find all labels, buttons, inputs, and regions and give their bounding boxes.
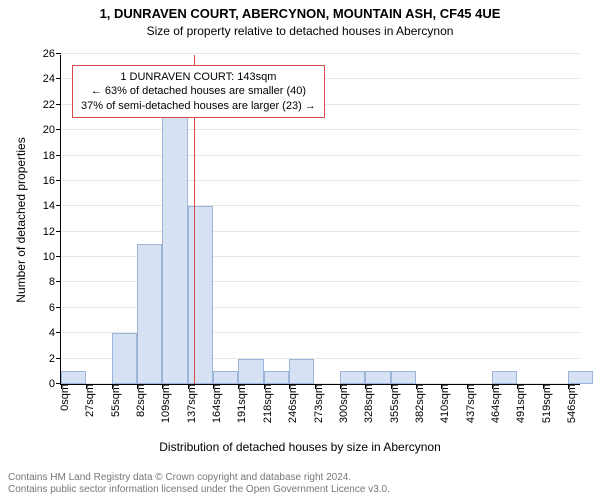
xtick-label: 137sqm <box>178 384 198 423</box>
xtick-label: 218sqm <box>254 384 274 423</box>
xtick-label: 464sqm <box>482 384 502 423</box>
annotation-line: 1 DUNRAVEN COURT: 143sqm <box>81 70 316 84</box>
ytick-label: 10 <box>43 251 61 263</box>
ytick-label: 24 <box>43 73 61 85</box>
xtick-label: 246sqm <box>279 384 299 423</box>
histogram-bar <box>61 371 86 384</box>
grid-line <box>61 129 580 130</box>
grid-line <box>61 231 580 232</box>
xtick-label: 27sqm <box>76 384 96 417</box>
histogram-bar <box>238 359 263 384</box>
xtick-label: 55sqm <box>102 384 122 417</box>
xtick-label: 491sqm <box>507 384 527 423</box>
histogram-bar <box>391 371 416 384</box>
histogram-bar <box>568 371 593 384</box>
histogram-bar <box>112 333 137 384</box>
xtick-label: 410sqm <box>431 384 451 423</box>
xtick-label: 300sqm <box>330 384 350 423</box>
footer-line2: Contains public sector information licen… <box>8 484 600 496</box>
histogram-bar <box>340 371 365 384</box>
x-axis-label: Distribution of detached houses by size … <box>0 440 600 454</box>
xtick-label: 382sqm <box>406 384 426 423</box>
histogram-bar <box>264 371 289 384</box>
ytick-label: 22 <box>43 99 61 111</box>
histogram-bar <box>492 371 517 384</box>
xtick-label: 546sqm <box>558 384 578 423</box>
grid-line <box>61 180 580 181</box>
histogram-bar <box>289 359 314 384</box>
histogram-bar <box>162 105 187 384</box>
xtick-label: 328sqm <box>355 384 375 423</box>
annotation-line: 37% of semi-detached houses are larger (… <box>81 99 316 113</box>
chart-title-line2: Size of property relative to detached ho… <box>0 24 600 38</box>
y-axis-label: Number of detached properties <box>14 55 28 385</box>
xtick-label: 273sqm <box>305 384 325 423</box>
ytick-label: 14 <box>43 200 61 212</box>
xtick-label: 355sqm <box>381 384 401 423</box>
xtick-label: 109sqm <box>152 384 172 423</box>
xtick-label: 437sqm <box>457 384 477 423</box>
chart-title-line1: 1, DUNRAVEN COURT, ABERCYNON, MOUNTAIN A… <box>0 6 600 21</box>
grid-line <box>61 205 580 206</box>
xtick-label: 82sqm <box>127 384 147 417</box>
grid-line <box>61 155 580 156</box>
ytick-label: 8 <box>49 276 61 288</box>
histogram-bar <box>365 371 390 384</box>
ytick-label: 2 <box>49 353 61 365</box>
ytick-label: 4 <box>49 327 61 339</box>
xtick-label: 164sqm <box>203 384 223 423</box>
xtick-label: 519sqm <box>533 384 553 423</box>
ytick-label: 6 <box>49 302 61 314</box>
xtick-label: 191sqm <box>228 384 248 423</box>
histogram-bar <box>137 244 162 384</box>
grid-line <box>61 53 580 54</box>
annotation-box: 1 DUNRAVEN COURT: 143sqm← 63% of detache… <box>72 65 325 118</box>
ytick-label: 18 <box>43 150 61 162</box>
ytick-label: 16 <box>43 175 61 187</box>
annotation-line: ← 63% of detached houses are smaller (40… <box>81 84 316 98</box>
histogram-bar <box>188 206 213 384</box>
xtick-label: 0sqm <box>51 384 71 411</box>
footer-line1: Contains HM Land Registry data © Crown c… <box>8 472 600 484</box>
ytick-label: 20 <box>43 124 61 136</box>
ytick-label: 26 <box>43 48 61 60</box>
footer-attribution: Contains HM Land Registry data © Crown c… <box>0 472 600 496</box>
ytick-label: 12 <box>43 226 61 238</box>
histogram-bar <box>213 371 238 384</box>
